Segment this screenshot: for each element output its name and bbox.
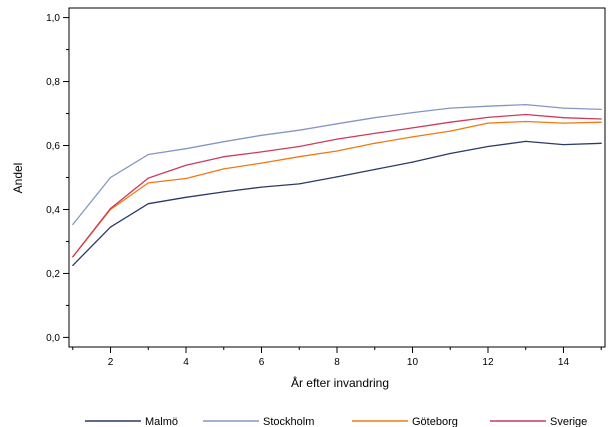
data-point (411, 161, 414, 163)
series-line-3 (72, 113, 602, 258)
data-point (487, 116, 489, 118)
data-point (72, 256, 74, 258)
axis-ticks: 2 4 6 8 10 12 14 0,0 0,2 0,4 0,6 0,8 1,0 (46, 13, 602, 368)
data-point (223, 156, 225, 158)
data-point (374, 168, 376, 171)
legend-label: Göteborg (412, 416, 458, 427)
series-lines (72, 103, 602, 267)
x-tick-label: 2 (108, 357, 114, 368)
data-point (449, 107, 451, 109)
data-point (147, 203, 149, 205)
data-point (562, 107, 565, 109)
data-point (298, 145, 300, 148)
x-tick-label: 10 (407, 357, 419, 368)
data-point (600, 118, 602, 120)
data-point (411, 136, 414, 138)
data-point (336, 150, 338, 152)
legend: Malmö Stockholm Göteborg Sverige (85, 416, 587, 427)
data-point (298, 156, 300, 158)
data-point (525, 113, 527, 116)
data-point (525, 120, 527, 123)
data-point (147, 153, 149, 156)
data-point (487, 145, 489, 148)
y-tick-label: 0,0 (46, 333, 60, 344)
data-point (223, 191, 225, 193)
series-line-1 (72, 103, 602, 225)
data-point (185, 164, 187, 166)
data-point (411, 111, 414, 114)
x-tick-label: 8 (334, 357, 340, 368)
data-point (336, 176, 338, 178)
data-point (185, 196, 187, 198)
y-tick-label: 0,6 (46, 141, 60, 152)
data-point (298, 183, 300, 185)
data-point (449, 152, 451, 155)
y-tick-label: 0,2 (46, 269, 60, 280)
y-tick-label: 0,8 (46, 77, 60, 88)
data-point (487, 105, 489, 107)
x-tick-label: 6 (259, 357, 265, 368)
data-point (72, 264, 74, 267)
legend-label: Sverige (550, 416, 587, 427)
data-point (185, 177, 187, 180)
data-point (600, 142, 602, 144)
data-point (374, 132, 376, 134)
y-tick-label: 1,0 (46, 13, 60, 24)
data-point (600, 121, 602, 123)
data-point (374, 117, 376, 119)
data-point (562, 122, 565, 124)
series-line-0 (72, 140, 602, 266)
x-tick-label: 12 (482, 357, 494, 368)
data-point (147, 182, 149, 184)
data-point (525, 103, 527, 106)
data-point (525, 140, 527, 142)
data-point (336, 138, 338, 140)
data-point (109, 176, 112, 179)
data-point (449, 130, 451, 132)
legend-label: Stockholm (263, 416, 314, 427)
data-point (147, 177, 149, 179)
data-point (260, 134, 263, 136)
data-point (260, 186, 263, 188)
data-point (600, 108, 602, 110)
x-tick-label: 4 (183, 357, 189, 368)
data-point (336, 123, 338, 125)
data-point (223, 141, 225, 143)
data-point (487, 122, 489, 124)
data-point (260, 162, 263, 164)
y-axis-title: Andel (11, 163, 25, 194)
data-point (562, 117, 565, 119)
data-point (449, 121, 451, 123)
data-point (109, 226, 112, 228)
data-point (223, 168, 225, 170)
x-tick-label: 14 (558, 357, 570, 368)
y-tick-label: 0,4 (46, 205, 60, 216)
x-axis-title: År efter invandring (291, 375, 389, 390)
legend-label: Malmö (145, 416, 178, 427)
data-point (185, 148, 187, 150)
data-point (298, 129, 300, 131)
data-point (109, 207, 112, 210)
data-point (562, 143, 565, 146)
data-point (411, 127, 414, 129)
data-point (374, 142, 376, 144)
data-point (72, 223, 74, 226)
data-point (260, 151, 263, 153)
